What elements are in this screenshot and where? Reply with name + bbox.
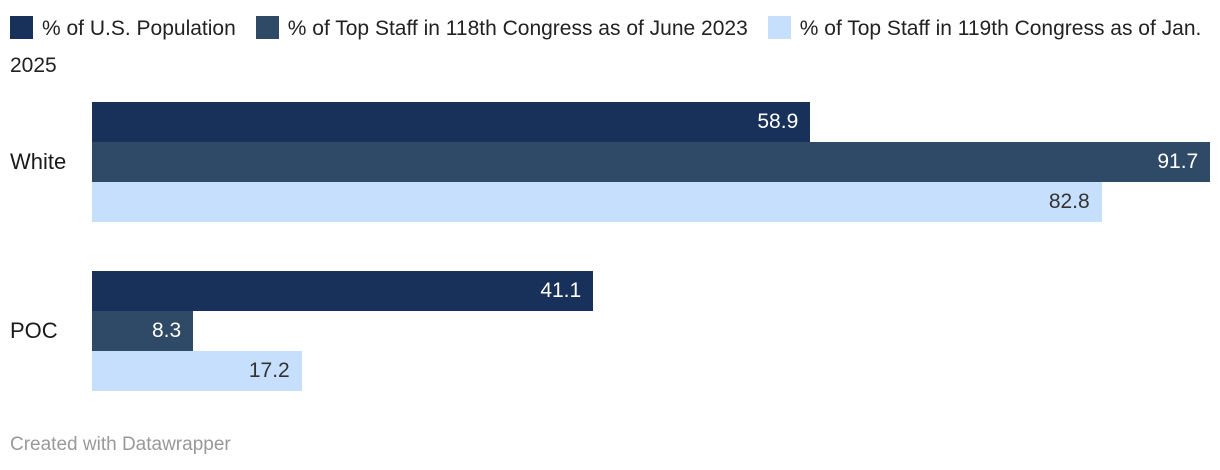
bar: 82.8 <box>92 182 1102 222</box>
bar-value-label: 91.7 <box>1157 150 1199 173</box>
chart-legend: % of U.S. Population% of Top Staff in 11… <box>10 10 1210 84</box>
legend-swatch-icon <box>255 16 279 39</box>
legend-item: % of Top Staff in 118th Congress as of J… <box>255 16 748 40</box>
bars-column: 58.9 91.7 82.8 <box>92 102 1220 222</box>
bar: 8.3 <box>92 311 194 351</box>
datawrapper-credit-link[interactable]: Created with Datawrapper <box>10 434 231 455</box>
legend-item: % of U.S. Population <box>10 16 236 40</box>
legend-item: % of Top Staff in 119th Congress as of J… <box>10 16 1202 77</box>
bar: 91.7 <box>92 142 1211 182</box>
bar-group: POC 41.1 8.3 17.2 <box>0 271 1220 391</box>
bar-row: 17.2 <box>92 351 1220 391</box>
legend-swatch-icon <box>10 16 33 39</box>
bar-value-label: 17.2 <box>248 359 290 382</box>
bar-row: 58.9 <box>92 102 1220 142</box>
category-label: White <box>10 149 67 174</box>
category-label: POC <box>10 318 58 343</box>
bar-value-label: 8.3 <box>152 319 182 342</box>
bar-group: White 58.9 91.7 82.8 <box>0 102 1220 222</box>
bar-value-label: 82.8 <box>1048 190 1090 213</box>
bar-row: 8.3 <box>92 311 1220 351</box>
bar-row: 82.8 <box>92 182 1220 222</box>
bars-column: 41.1 8.3 17.2 <box>92 271 1220 391</box>
bar: 17.2 <box>92 351 302 391</box>
bar: 58.9 <box>92 102 811 142</box>
bar-value-label: 58.9 <box>757 110 799 133</box>
legend-swatch-icon <box>767 16 791 39</box>
chart-footer: Created with Datawrapper <box>10 432 231 457</box>
bar: 41.1 <box>92 271 594 311</box>
bar-chart-plot: White 58.9 91.7 82.8 POC 41.1 8.3 17.2 <box>0 102 1220 391</box>
legend-label: % of U.S. Population <box>42 17 236 40</box>
bar-row: 41.1 <box>92 271 1220 311</box>
legend-label: % of Top Staff in 119th Congress as of J… <box>10 17 1202 77</box>
bar-value-label: 41.1 <box>540 279 582 302</box>
legend-label: % of Top Staff in 118th Congress as of J… <box>287 17 748 40</box>
bar-row: 91.7 <box>92 142 1220 182</box>
